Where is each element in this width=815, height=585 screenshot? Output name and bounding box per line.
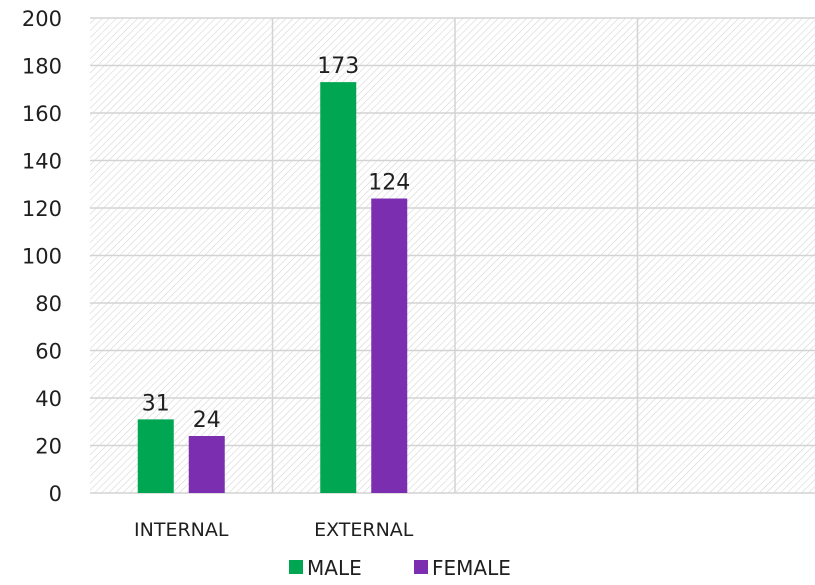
y-tick-label: 200 bbox=[22, 7, 62, 31]
data-label: 31 bbox=[142, 391, 170, 416]
legend-swatch-male bbox=[289, 560, 303, 574]
legend-label: FEMALE bbox=[432, 556, 511, 580]
y-axis: 0 20 40 60 80 100 120 140 160 180 200 bbox=[22, 7, 62, 506]
y-tick-label: 60 bbox=[35, 340, 62, 364]
y-tick-label: 160 bbox=[22, 102, 62, 126]
x-tick-label: EXTERNAL bbox=[314, 519, 414, 541]
data-labels: 31 173 24 124 bbox=[142, 54, 411, 433]
y-tick-label: 140 bbox=[22, 150, 62, 174]
data-label: 173 bbox=[317, 54, 359, 79]
data-label: 124 bbox=[368, 171, 410, 196]
x-tick-label: INTERNAL bbox=[134, 519, 229, 541]
data-label: 24 bbox=[193, 408, 221, 433]
y-tick-label: 0 bbox=[49, 482, 62, 506]
gridlines bbox=[90, 17, 815, 494]
y-tick-label: 120 bbox=[22, 197, 62, 221]
bars bbox=[137, 82, 408, 493]
y-tick-label: 20 bbox=[35, 435, 62, 459]
bar-female bbox=[371, 198, 408, 493]
legend-label: MALE bbox=[307, 556, 362, 580]
y-tick-label: 40 bbox=[35, 387, 62, 411]
legend-swatch-female bbox=[414, 560, 428, 574]
legend: MALE FEMALE bbox=[289, 556, 511, 580]
y-tick-label: 100 bbox=[22, 245, 62, 269]
y-tick-label: 180 bbox=[22, 55, 62, 79]
bar-male bbox=[137, 419, 174, 493]
y-tick-label: 80 bbox=[35, 292, 62, 316]
x-axis: INTERNAL EXTERNAL bbox=[134, 519, 414, 541]
bar-male bbox=[320, 82, 357, 493]
bar-female bbox=[188, 436, 225, 493]
